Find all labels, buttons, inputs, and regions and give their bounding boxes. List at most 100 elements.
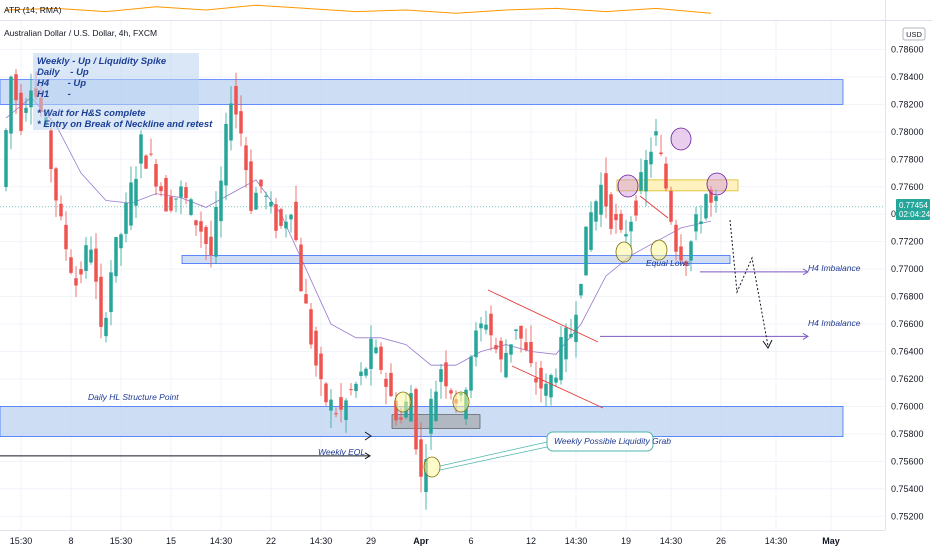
candle-body xyxy=(654,131,658,136)
candle-body xyxy=(164,177,168,212)
candle-body xyxy=(49,130,53,169)
candle-body xyxy=(64,224,68,250)
candle-body xyxy=(494,345,498,350)
candle-body xyxy=(129,182,133,226)
candle-body xyxy=(59,203,63,217)
candle-body xyxy=(699,221,703,224)
candle-body xyxy=(289,214,293,220)
y-tick-label: 0.77200 xyxy=(891,237,924,247)
equal-lows-label: Equal Lows xyxy=(646,258,691,268)
note-line-h4: H4 - Up xyxy=(37,78,86,89)
candle-body xyxy=(414,389,418,450)
candle-body xyxy=(634,200,638,216)
y-tick-label: 0.75200 xyxy=(891,511,924,521)
candle-body xyxy=(534,378,538,383)
candle-body xyxy=(374,347,378,354)
candle-body xyxy=(24,107,28,113)
candle-body xyxy=(519,325,523,339)
candle-body xyxy=(149,153,153,155)
candle-body xyxy=(499,340,503,360)
candle-body xyxy=(714,196,718,201)
candle-body xyxy=(584,226,588,276)
note-line-h1: H1 - xyxy=(37,89,71,100)
x-tick-label: 15:30 xyxy=(10,536,33,546)
candle-body xyxy=(659,152,663,155)
low-marker xyxy=(650,239,668,261)
svg-text:USD: USD xyxy=(906,30,922,39)
candle-body xyxy=(639,172,643,191)
h4-imbalance-label-2: H4 Imbalance xyxy=(808,318,861,328)
candle-body xyxy=(624,234,628,237)
candle-body xyxy=(224,123,228,186)
price-axis[interactable]: 0.78600 0.78400 0.78200 0.78000 0.77800 0.776… xyxy=(891,44,924,521)
neckline-zone xyxy=(181,255,731,264)
x-tick-label: 8 xyxy=(68,536,73,546)
candle-body xyxy=(579,284,583,296)
h4-imbalance-1-arrow xyxy=(802,268,809,276)
candle-body xyxy=(304,294,308,304)
candle-body xyxy=(119,234,123,249)
candle-body xyxy=(679,246,683,261)
candle-body xyxy=(549,375,553,398)
x-tick-label: 14:30 xyxy=(310,536,333,546)
candle-body xyxy=(509,344,513,355)
candle-body xyxy=(94,248,98,282)
candle-body xyxy=(434,391,438,421)
y-tick-label: 0.78600 xyxy=(891,44,924,54)
candle-body xyxy=(524,342,528,351)
candle-body xyxy=(544,383,548,396)
y-tick-label: 0.76800 xyxy=(891,292,924,302)
candle-body xyxy=(19,92,23,131)
symbol-title: Australian Dollar / U.S. Dollar, 4h, FXC… xyxy=(4,28,157,38)
currency-badge[interactable]: USD xyxy=(902,27,926,41)
candle-body xyxy=(209,236,213,256)
candle-body xyxy=(324,383,328,403)
shoulder-zone xyxy=(616,179,739,192)
candle-body xyxy=(564,327,568,360)
svg-text:02:04:24: 02:04:24 xyxy=(899,210,931,219)
y-tick-label: 0.78000 xyxy=(891,127,924,137)
x-tick-label: 26 xyxy=(716,536,726,546)
svg-text:0.77454: 0.77454 xyxy=(899,201,928,210)
candle-body xyxy=(14,74,18,101)
candle-body xyxy=(594,201,598,222)
candle-body xyxy=(284,221,288,229)
candle-body xyxy=(309,309,313,345)
candle-body xyxy=(619,213,623,230)
high-marker xyxy=(706,172,728,196)
candle-body xyxy=(474,330,478,358)
x-tick-label: 15 xyxy=(166,536,176,546)
candle-body xyxy=(199,221,203,232)
candle-body xyxy=(649,151,653,165)
candle-body xyxy=(99,276,103,327)
candle-body xyxy=(364,368,368,376)
candle-body xyxy=(389,372,393,397)
candle-body xyxy=(689,241,693,261)
time-axis[interactable]: 15:30 8 15:30 15 14:30 22 14:30 29 Apr 6 12 14:30 19… xyxy=(10,536,840,546)
x-tick-label: 14:30 xyxy=(210,536,233,546)
candle-body xyxy=(669,190,673,222)
moving-average-layer xyxy=(5,96,712,366)
candle-body xyxy=(229,103,233,141)
note-line-weekly: Weekly - Up / Liquidity Spike xyxy=(37,56,167,67)
candle-body xyxy=(329,399,333,411)
candle-body xyxy=(429,398,433,434)
candle-body xyxy=(189,199,193,215)
channel-upper xyxy=(487,289,599,343)
candle-body xyxy=(124,202,128,234)
y-tick-label: 0.76600 xyxy=(891,319,924,329)
candle-body xyxy=(79,269,83,275)
y-tick-label: 0.77600 xyxy=(891,182,924,192)
candle-body xyxy=(184,187,188,198)
candle-body xyxy=(109,272,113,313)
notes-box xyxy=(33,53,199,130)
indicator-label[interactable]: ATR (14, RMA) xyxy=(4,5,62,15)
candle-body xyxy=(379,346,383,370)
current-price-tag[interactable]: 0.77454 02:04:24 xyxy=(896,199,931,220)
y-tick-label: 0.76400 xyxy=(891,347,924,357)
candle-body xyxy=(339,397,343,410)
candle-body xyxy=(214,206,218,257)
candle-body xyxy=(484,324,488,330)
candle-body xyxy=(244,145,248,171)
